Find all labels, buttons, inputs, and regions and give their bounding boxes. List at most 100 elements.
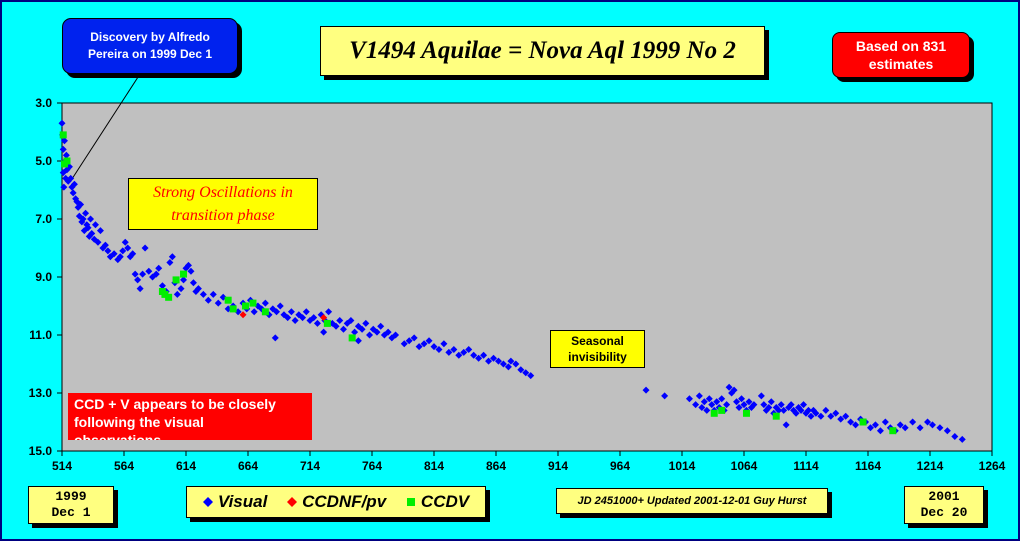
- data-point-visual: [750, 401, 758, 409]
- data-point-visual: [512, 360, 520, 368]
- data-point-visual: [455, 351, 463, 359]
- data-point-visual: [69, 189, 77, 197]
- data-point-visual: [695, 392, 703, 400]
- data-point-visual: [420, 340, 428, 348]
- data-point-visual: [685, 395, 693, 403]
- x-tick-label: 714: [300, 459, 320, 473]
- y-tick-label: 7.0: [35, 212, 52, 226]
- x-tick-label: 814: [424, 459, 444, 473]
- chart-title: V1494 Aquilae = Nova Aql 1999 No 2: [320, 26, 765, 76]
- data-point-visual: [276, 302, 284, 310]
- data-point-visual: [351, 328, 359, 336]
- seasonal-annotation: Seasonal invisibility: [550, 330, 645, 368]
- data-point-visual: [760, 401, 768, 409]
- data-point-visual: [273, 308, 281, 316]
- data-point-visual: [735, 404, 743, 411]
- start-day: Dec 1: [51, 505, 91, 520]
- data-point-ccdv: [180, 270, 188, 278]
- data-point-visual: [494, 357, 502, 365]
- data-point-visual: [291, 317, 299, 324]
- y-tick-label: 3.0: [35, 96, 52, 110]
- data-point-visual: [896, 421, 904, 429]
- x-tick-label: 1164: [855, 459, 881, 473]
- data-point-visual: [440, 340, 448, 348]
- x-tick-label: 1014: [669, 459, 696, 473]
- data-point-visual: [70, 180, 78, 188]
- data-point-visual: [725, 383, 733, 391]
- discovery-line-1: Discovery by Alfredo: [90, 30, 210, 44]
- seasonal-line-2: invisibility: [568, 350, 627, 364]
- data-point-visual: [299, 314, 307, 322]
- data-point-visual: [325, 308, 333, 316]
- data-point-visual: [310, 314, 318, 322]
- data-point-visual: [916, 424, 924, 432]
- data-point-visual: [129, 250, 137, 258]
- data-point-ccdv: [772, 412, 780, 420]
- data-point-visual: [928, 421, 936, 429]
- data-point-visual: [700, 398, 708, 406]
- data-point-visual: [119, 247, 127, 255]
- data-point-visual: [943, 427, 951, 435]
- y-tick-label: 9.0: [35, 270, 52, 284]
- data-point-visual: [876, 427, 884, 435]
- data-point-ccdv: [172, 276, 180, 284]
- data-point-visual: [250, 308, 258, 316]
- data-point-visual: [158, 282, 166, 290]
- data-point-ccdv: [229, 305, 237, 313]
- data-point-visual: [91, 221, 99, 229]
- x-tick-label: 764: [362, 459, 382, 473]
- data-point-ccdv: [165, 293, 173, 301]
- y-tick-label: 5.0: [35, 154, 52, 168]
- data-point-visual: [504, 363, 512, 371]
- data-point-ccdv: [261, 308, 269, 316]
- data-point-visual: [59, 145, 67, 153]
- data-point-visual: [527, 372, 535, 380]
- data-point-visual: [60, 183, 68, 191]
- data-point-visual: [67, 174, 75, 182]
- x-tick-label: 1114: [793, 459, 819, 473]
- diamond-marker-icon: [287, 497, 298, 507]
- y-tick-label: 15.0: [29, 444, 53, 458]
- start-year: 1999: [55, 489, 87, 504]
- x-tick-label: 964: [610, 459, 630, 473]
- data-point-visual: [460, 348, 468, 356]
- data-point-visual: [199, 290, 207, 298]
- data-point-ccdv: [742, 409, 750, 417]
- data-point-visual: [126, 253, 134, 261]
- data-point-visual: [104, 247, 112, 255]
- data-point-visual: [62, 151, 70, 159]
- data-point-ccdv: [63, 157, 71, 165]
- data-point-visual: [373, 328, 381, 336]
- data-point-ccdv: [161, 290, 169, 298]
- legend-label-ccdv: CCDV: [420, 492, 470, 511]
- x-tick-label: 1264: [979, 459, 1006, 473]
- data-point-visual: [131, 270, 139, 278]
- discovery-line-2: Pereira on 1999 Dec 1: [87, 47, 213, 61]
- data-point-visual: [765, 404, 773, 411]
- data-point-visual: [740, 401, 748, 409]
- estimates-annotation: Based on 831 estimates: [832, 32, 970, 78]
- start-date-label: 1999 Dec 1: [28, 486, 114, 524]
- data-point-visual: [180, 276, 188, 284]
- data-point-visual: [780, 406, 788, 414]
- data-point-visual: [336, 317, 344, 324]
- data-point-visual: [405, 337, 413, 345]
- square-marker-icon: [406, 498, 415, 506]
- data-point-visual: [817, 412, 825, 420]
- data-point-visual: [177, 285, 185, 293]
- data-point-visual: [450, 346, 458, 353]
- data-point-visual: [60, 137, 68, 145]
- data-point-visual: [924, 418, 932, 426]
- data-point-ccdv: [242, 302, 250, 310]
- data-point-visual: [837, 415, 845, 423]
- data-point-visual: [287, 308, 295, 316]
- data-point-visual: [777, 401, 785, 409]
- data-point-visual: [358, 325, 366, 333]
- y-tick-label: 11.0: [29, 328, 52, 342]
- data-point-visual: [110, 250, 118, 258]
- data-point-ccdv: [889, 427, 897, 435]
- oscillations-line-2: transition phase: [171, 207, 275, 224]
- data-point-visual: [152, 270, 160, 278]
- data-point-ccdv: [59, 131, 67, 139]
